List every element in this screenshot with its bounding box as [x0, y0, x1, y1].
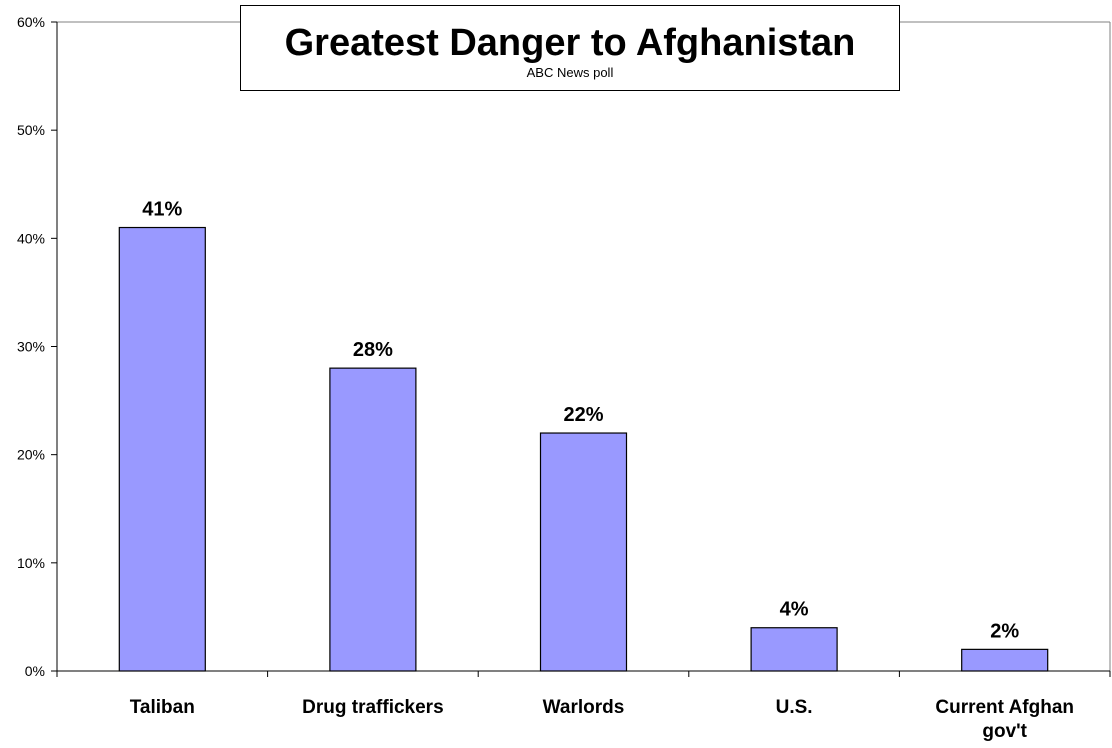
bar — [539, 432, 628, 672]
y-tick-label: 10% — [17, 555, 45, 571]
bars — [118, 226, 1049, 672]
y-tick-label: 30% — [17, 339, 45, 355]
y-tick-label: 40% — [17, 230, 45, 246]
x-category-label: Drug traffickers — [302, 697, 444, 718]
bar-value-label: 4% — [780, 599, 809, 621]
bar-value-label: 2% — [990, 620, 1019, 642]
y-tick-label: 60% — [17, 14, 45, 30]
axes: 0% 10% 20% 30% 40% 50% 60% — [17, 14, 1111, 679]
y-tick-label: 0% — [25, 663, 45, 679]
chart-title-box: Greatest Danger to Afghanistan ABC News … — [240, 5, 900, 91]
bar-value-label: 28% — [353, 339, 393, 361]
bar — [118, 226, 206, 672]
bar-value-label: 22% — [563, 404, 603, 426]
bar — [750, 627, 838, 672]
labels: 41% Taliban 28% Drug traffickers 22% Warlords… — [130, 199, 1074, 742]
y-tick-label: 50% — [17, 122, 45, 138]
x-category-label: Warlords — [543, 697, 625, 718]
y-tick-label: 20% — [17, 447, 45, 463]
bar — [961, 648, 1049, 672]
bar — [329, 367, 417, 672]
x-category-label: Current Afghan gov't — [935, 697, 1074, 742]
x-category-label: U.S. — [776, 697, 813, 718]
chart-title: Greatest Danger to Afghanistan — [284, 22, 856, 64]
chart-subtitle: ABC News poll — [526, 65, 614, 80]
bar-value-label: 41% — [142, 199, 182, 221]
x-category-label: Taliban — [130, 697, 195, 718]
